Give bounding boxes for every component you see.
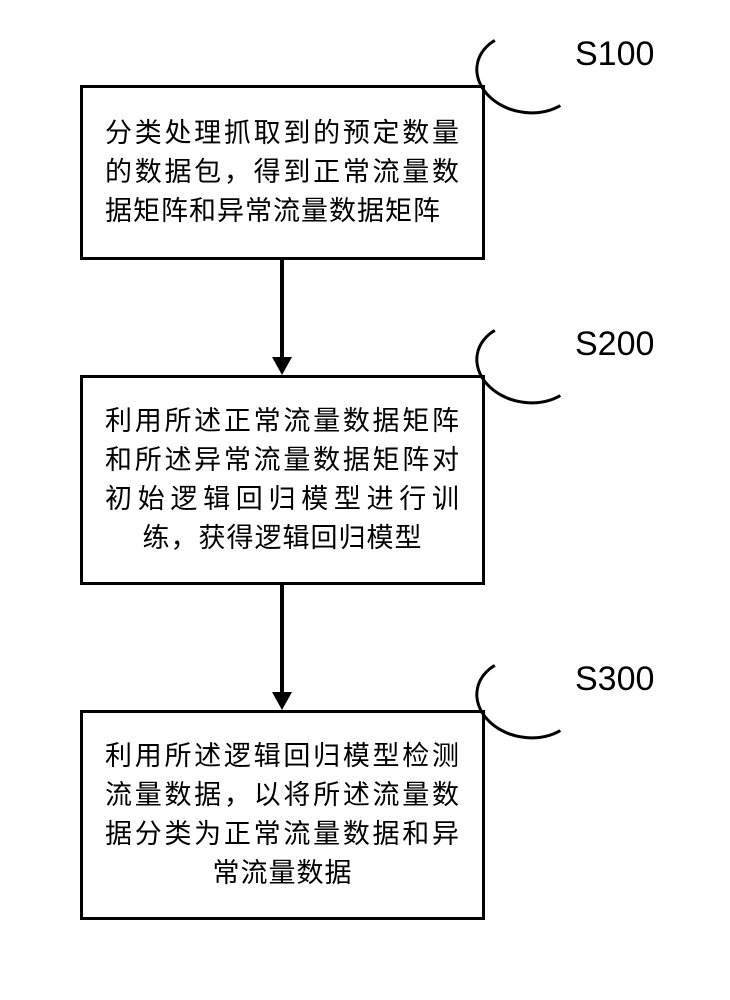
step-label-s200: S200 — [575, 325, 654, 364]
flowchart-node-s200: 利用所述正常流量数据矩阵和所述异常流量数据矩阵对初始逻辑回归模型进行训练，获得逻… — [80, 375, 485, 585]
arrowhead-s200 — [272, 357, 292, 375]
connector-curve-s100 — [469, 24, 587, 123]
connector-curve-s200 — [469, 314, 587, 413]
flowchart-node-s100: 分类处理抓取到的预定数量的数据包，得到正常流量数据矩阵和异常流量数据矩阵 — [80, 85, 485, 260]
node-text: 分类处理抓取到的预定数量的数据包，得到正常流量数据矩阵和异常流量数据矩阵 — [105, 114, 460, 231]
edge-s100-s200 — [280, 260, 284, 357]
node-text: 利用所述逻辑回归模型检测流量数据，以将所述流量数据分类为正常流量数据和异常流量数… — [105, 737, 460, 894]
flowchart-container: 分类处理抓取到的预定数量的数据包，得到正常流量数据矩阵和异常流量数据矩阵 S10… — [0, 0, 730, 1000]
flowchart-node-s300: 利用所述逻辑回归模型检测流量数据，以将所述流量数据分类为正常流量数据和异常流量数… — [80, 710, 485, 920]
step-label-s100: S100 — [575, 35, 654, 74]
node-text: 利用所述正常流量数据矩阵和所述异常流量数据矩阵对初始逻辑回归模型进行训练，获得逻… — [105, 402, 460, 559]
step-label-s300: S300 — [575, 660, 654, 699]
connector-curve-s300 — [469, 649, 587, 748]
edge-s200-s300 — [280, 585, 284, 692]
arrowhead-s300 — [272, 692, 292, 710]
